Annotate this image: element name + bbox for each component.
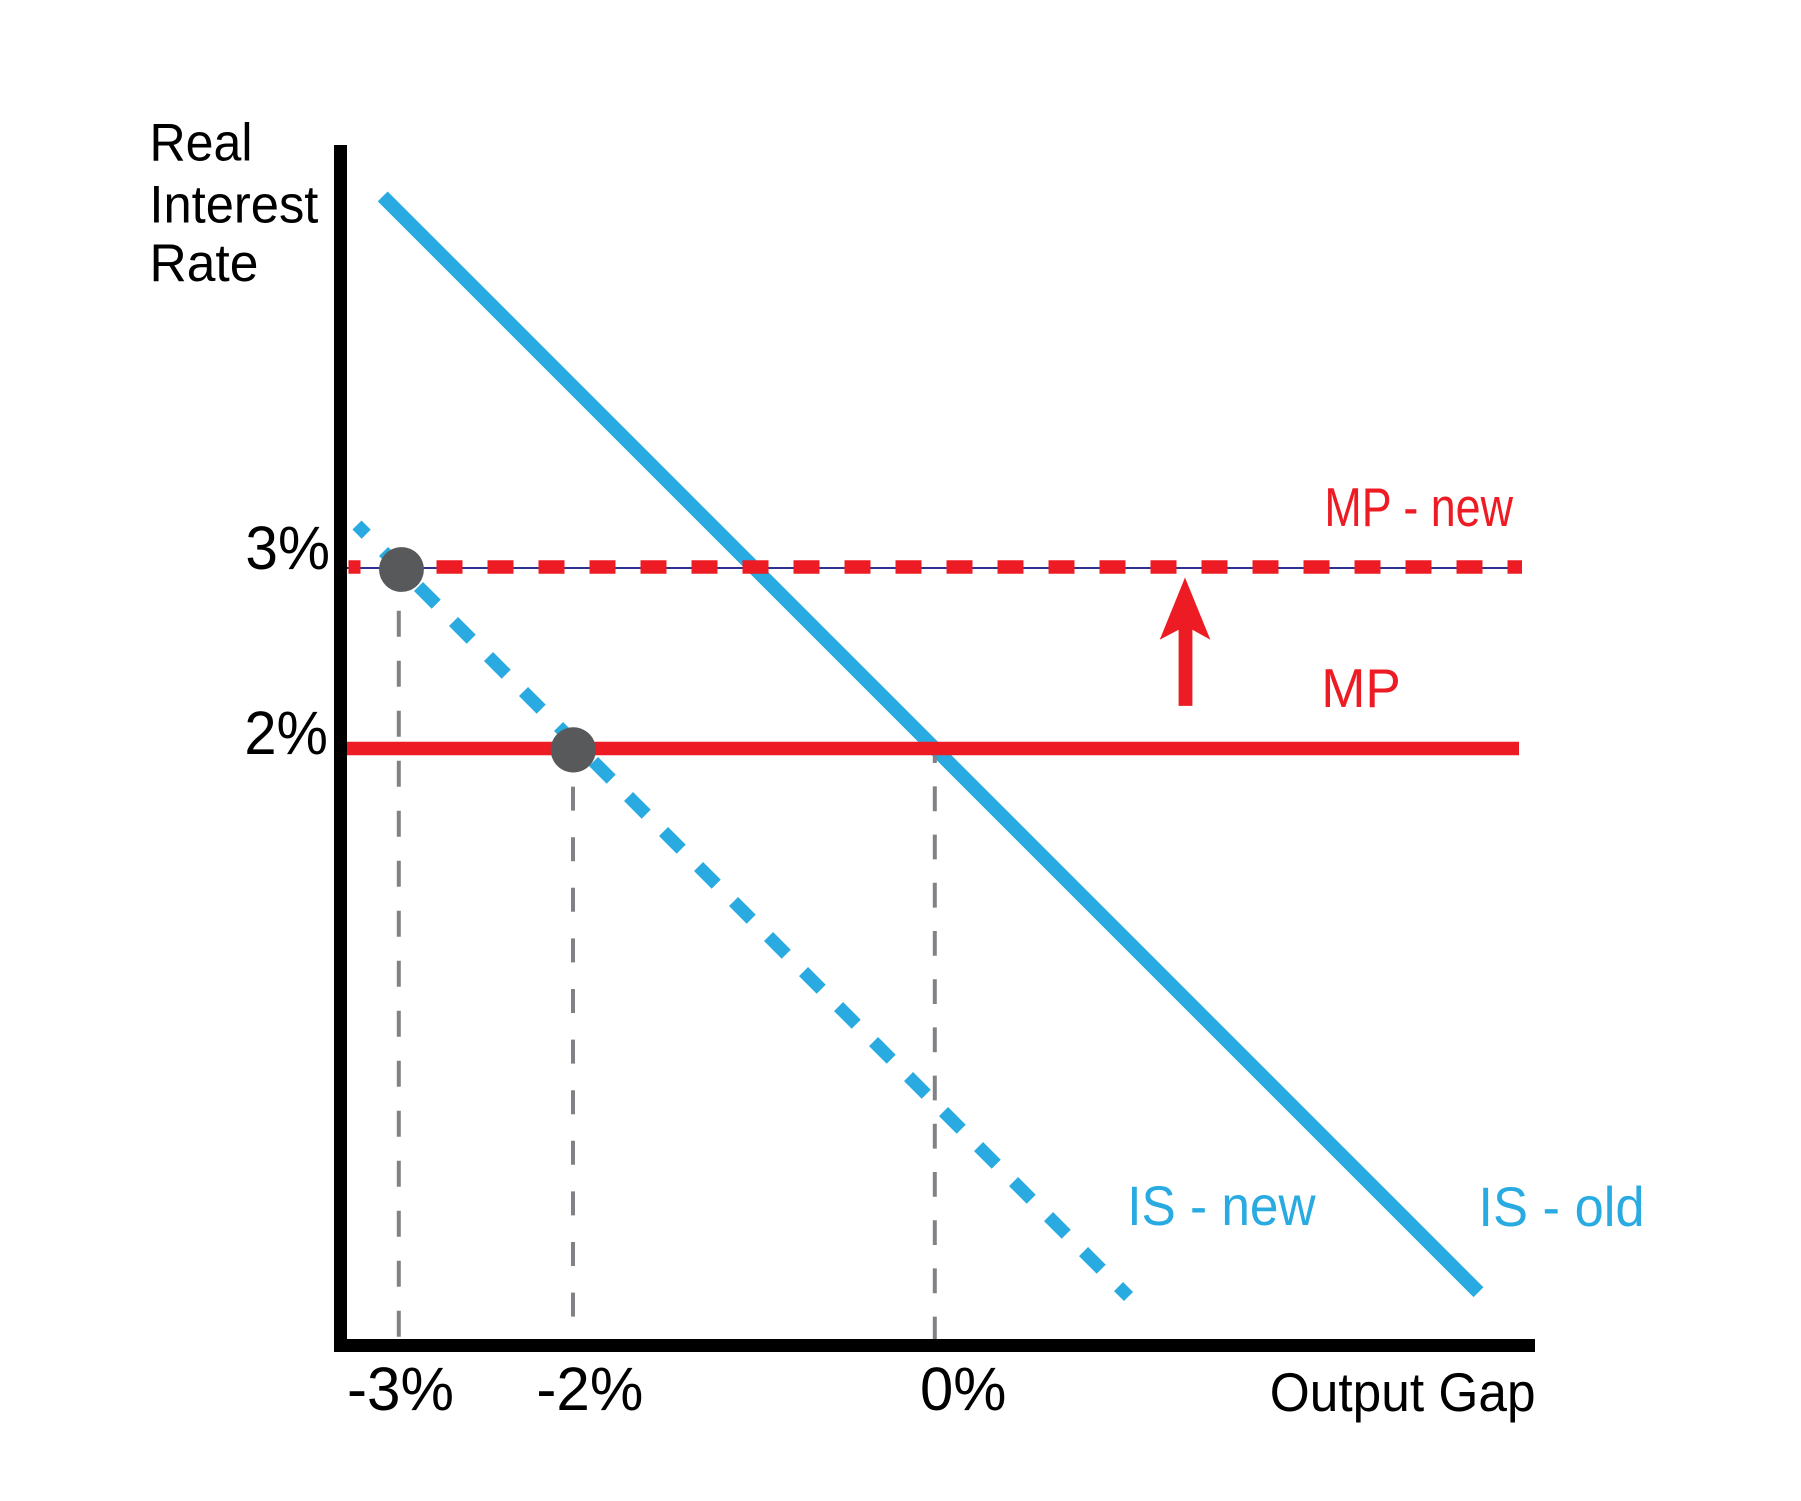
svg-text:2%: 2%	[244, 699, 328, 767]
svg-text:Output Gap: Output Gap	[1270, 1361, 1536, 1423]
svg-text:0%: 0%	[920, 1355, 1006, 1423]
svg-text:Real: Real	[150, 113, 253, 172]
svg-text:Rate: Rate	[150, 234, 259, 293]
svg-text:3%: 3%	[245, 514, 330, 582]
svg-text:IS - new: IS - new	[1127, 1174, 1316, 1237]
svg-text:-2%: -2%	[536, 1355, 643, 1423]
svg-text:-3%: -3%	[347, 1355, 454, 1423]
svg-text:IS - old: IS - old	[1478, 1175, 1644, 1238]
svg-text:Interest: Interest	[149, 175, 318, 234]
svg-text:MP - new: MP - new	[1324, 476, 1513, 538]
svg-text:MP: MP	[1321, 657, 1401, 719]
